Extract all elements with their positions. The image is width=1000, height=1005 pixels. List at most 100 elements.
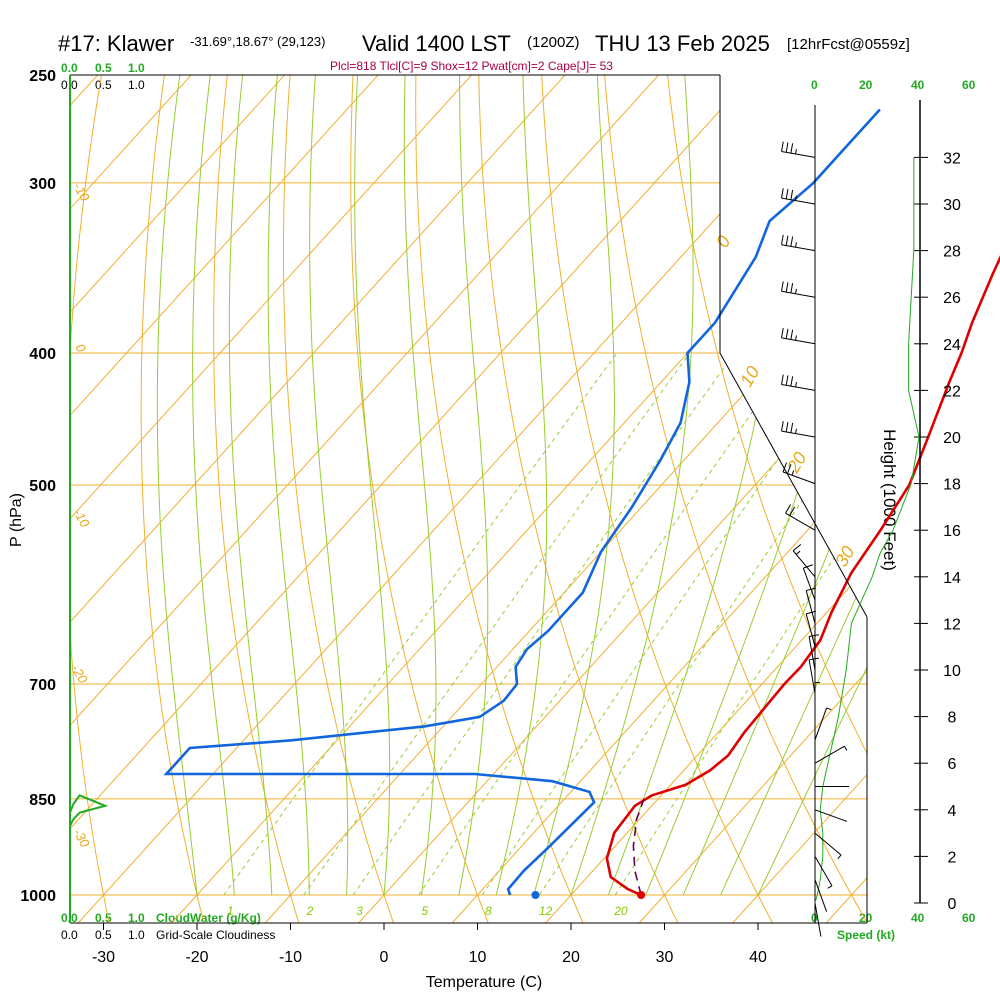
isotherm-line — [825, 0, 1000, 924]
wind-barb-flag — [782, 281, 784, 291]
speed-scale-top-2: 40 — [911, 78, 925, 92]
stability-indices: Plcl=818 Tlcl[C]=9 Shox=12 Pwat[cm]=2 Ca… — [330, 59, 613, 73]
wind-barb-halfflag — [796, 335, 797, 340]
wind-barb-flag — [786, 189, 788, 199]
dry-adiabat — [953, 0, 1000, 924]
mixing-ratio-label: 20 — [613, 904, 628, 918]
height-tick-label: 24 — [943, 337, 961, 354]
x-axis-title: Temperature (C) — [426, 974, 542, 991]
height-tick-label: 20 — [943, 430, 961, 447]
isotherm-line — [638, 0, 1000, 924]
mixing-ratio-label: 2 — [306, 904, 314, 918]
wind-barb-flag — [782, 142, 784, 152]
wind-barb-flag — [791, 143, 793, 153]
wind-barb-staff — [815, 746, 844, 763]
dry-adiabat-label: -20 — [68, 662, 91, 686]
mixing-ratio-label: 1 — [227, 904, 234, 918]
height-tick-label: 28 — [943, 244, 961, 261]
cloudiness-scale-top-2: 1.0 — [128, 78, 145, 92]
wind-barb-flag — [786, 236, 788, 246]
height-axis-title: Height (1000 Feet) — [880, 429, 899, 571]
height-tick-label: 16 — [943, 523, 961, 540]
wind-barb — [782, 281, 815, 297]
height-tick-label: 26 — [943, 290, 961, 307]
wind-barb — [782, 421, 815, 437]
wind-barb-halfflag — [796, 196, 797, 201]
speed-scale-top-1: 20 — [859, 78, 873, 92]
wind-barb-flag — [809, 635, 819, 637]
wind-barb-staff — [782, 291, 815, 297]
cloudwater-scale-top-1: 0.5 — [95, 61, 112, 75]
dry-adiabat — [66, 0, 127, 924]
dry-adiabat-label: -10 — [70, 506, 93, 530]
surface-dewpoint-marker — [531, 891, 539, 899]
height-tick-label: 14 — [943, 570, 961, 587]
isotherm-line — [0, 0, 872, 924]
isotherm-line — [171, 0, 1000, 924]
dewpoint-curve — [166, 110, 880, 896]
height-tick-label: 18 — [943, 477, 961, 494]
wind-barb-flag — [786, 329, 788, 339]
cloudiness-scale-top-1: 0.5 — [95, 78, 112, 92]
wind-barb-flag — [786, 505, 791, 514]
forecast-info: [12hrFcst@0559z] — [787, 36, 910, 53]
wind-barb — [815, 683, 820, 717]
mixing-ratio-line — [353, 353, 734, 895]
pressure-tick-label: 400 — [29, 346, 56, 363]
height-tick-label: 8 — [948, 710, 957, 727]
speed-scale-top-0: 0 — [811, 78, 818, 92]
wind-barb-halfflag — [796, 429, 797, 434]
cloudiness-label: Grid-Scale Cloudiness — [156, 928, 275, 942]
wind-barb — [782, 375, 815, 391]
wind-barb-halfflag — [828, 886, 832, 889]
temperature-curve — [607, 121, 1000, 896]
wind-barb-flag — [791, 283, 793, 293]
valid-time: Valid 1400 LST — [362, 31, 511, 56]
temperature-tick-label: -30 — [92, 949, 115, 966]
wind-barb-halfflag — [796, 289, 797, 294]
wind-barb-flag — [782, 375, 784, 385]
zulu-time: (1200Z) — [527, 34, 580, 51]
wind-barb-flag — [786, 282, 788, 292]
isotherm-line — [0, 0, 404, 924]
wind-barb-staff — [815, 856, 832, 885]
temperature-tick-label: 30 — [656, 949, 674, 966]
mixing-ratio-label: 3 — [356, 904, 363, 918]
wind-barb-halfflag — [796, 242, 797, 247]
moist-adiabat — [758, 0, 1000, 895]
speed-scale-top-3: 60 — [962, 78, 976, 92]
wind-barb-flag — [782, 328, 784, 338]
height-tick-label: 2 — [948, 849, 957, 866]
wind-barb-flag — [782, 235, 784, 245]
isotherm-line — [0, 0, 685, 924]
wind-barb-halfflag — [796, 149, 797, 154]
height-tick-label: 30 — [943, 197, 961, 214]
height-tick-label: 0 — [948, 896, 957, 913]
wind-barb-staff — [782, 245, 815, 251]
y-axis-title: P (hPa) — [8, 493, 25, 547]
cloudwater-scale-top-2: 1.0 — [128, 61, 145, 75]
mixing-ratio-line — [482, 353, 851, 895]
mixing-ratio-label: 12 — [539, 904, 553, 918]
wind-barb-flag — [786, 375, 788, 385]
pressure-tick-label: 500 — [29, 478, 56, 495]
temperature-tick-label: 0 — [380, 949, 389, 966]
dry-adiabat-label: -10 — [70, 180, 93, 204]
wind-barb-flag — [806, 611, 816, 614]
wind-barb-flag — [809, 658, 819, 660]
dry-adiabat — [416, 0, 584, 924]
wind-barb-halfflag — [844, 746, 847, 750]
wind-barb-flag — [791, 330, 793, 340]
pressure-tick-label: 850 — [29, 792, 56, 809]
sounding-curves — [70, 110, 1000, 900]
valid-date: THU 13 Feb 2025 — [595, 31, 770, 56]
wind-barb-halfflag — [838, 855, 841, 859]
pressure-tick-label: 700 — [29, 677, 56, 694]
dry-adiabat-label: 0 — [712, 232, 734, 251]
wind-barb-halfflag — [796, 551, 800, 554]
wind-barb-flag — [791, 190, 793, 200]
wind-barb — [815, 833, 841, 859]
speed-scale-bottom-3: 60 — [962, 911, 976, 925]
dry-adiabat-label: 10 — [736, 363, 763, 390]
